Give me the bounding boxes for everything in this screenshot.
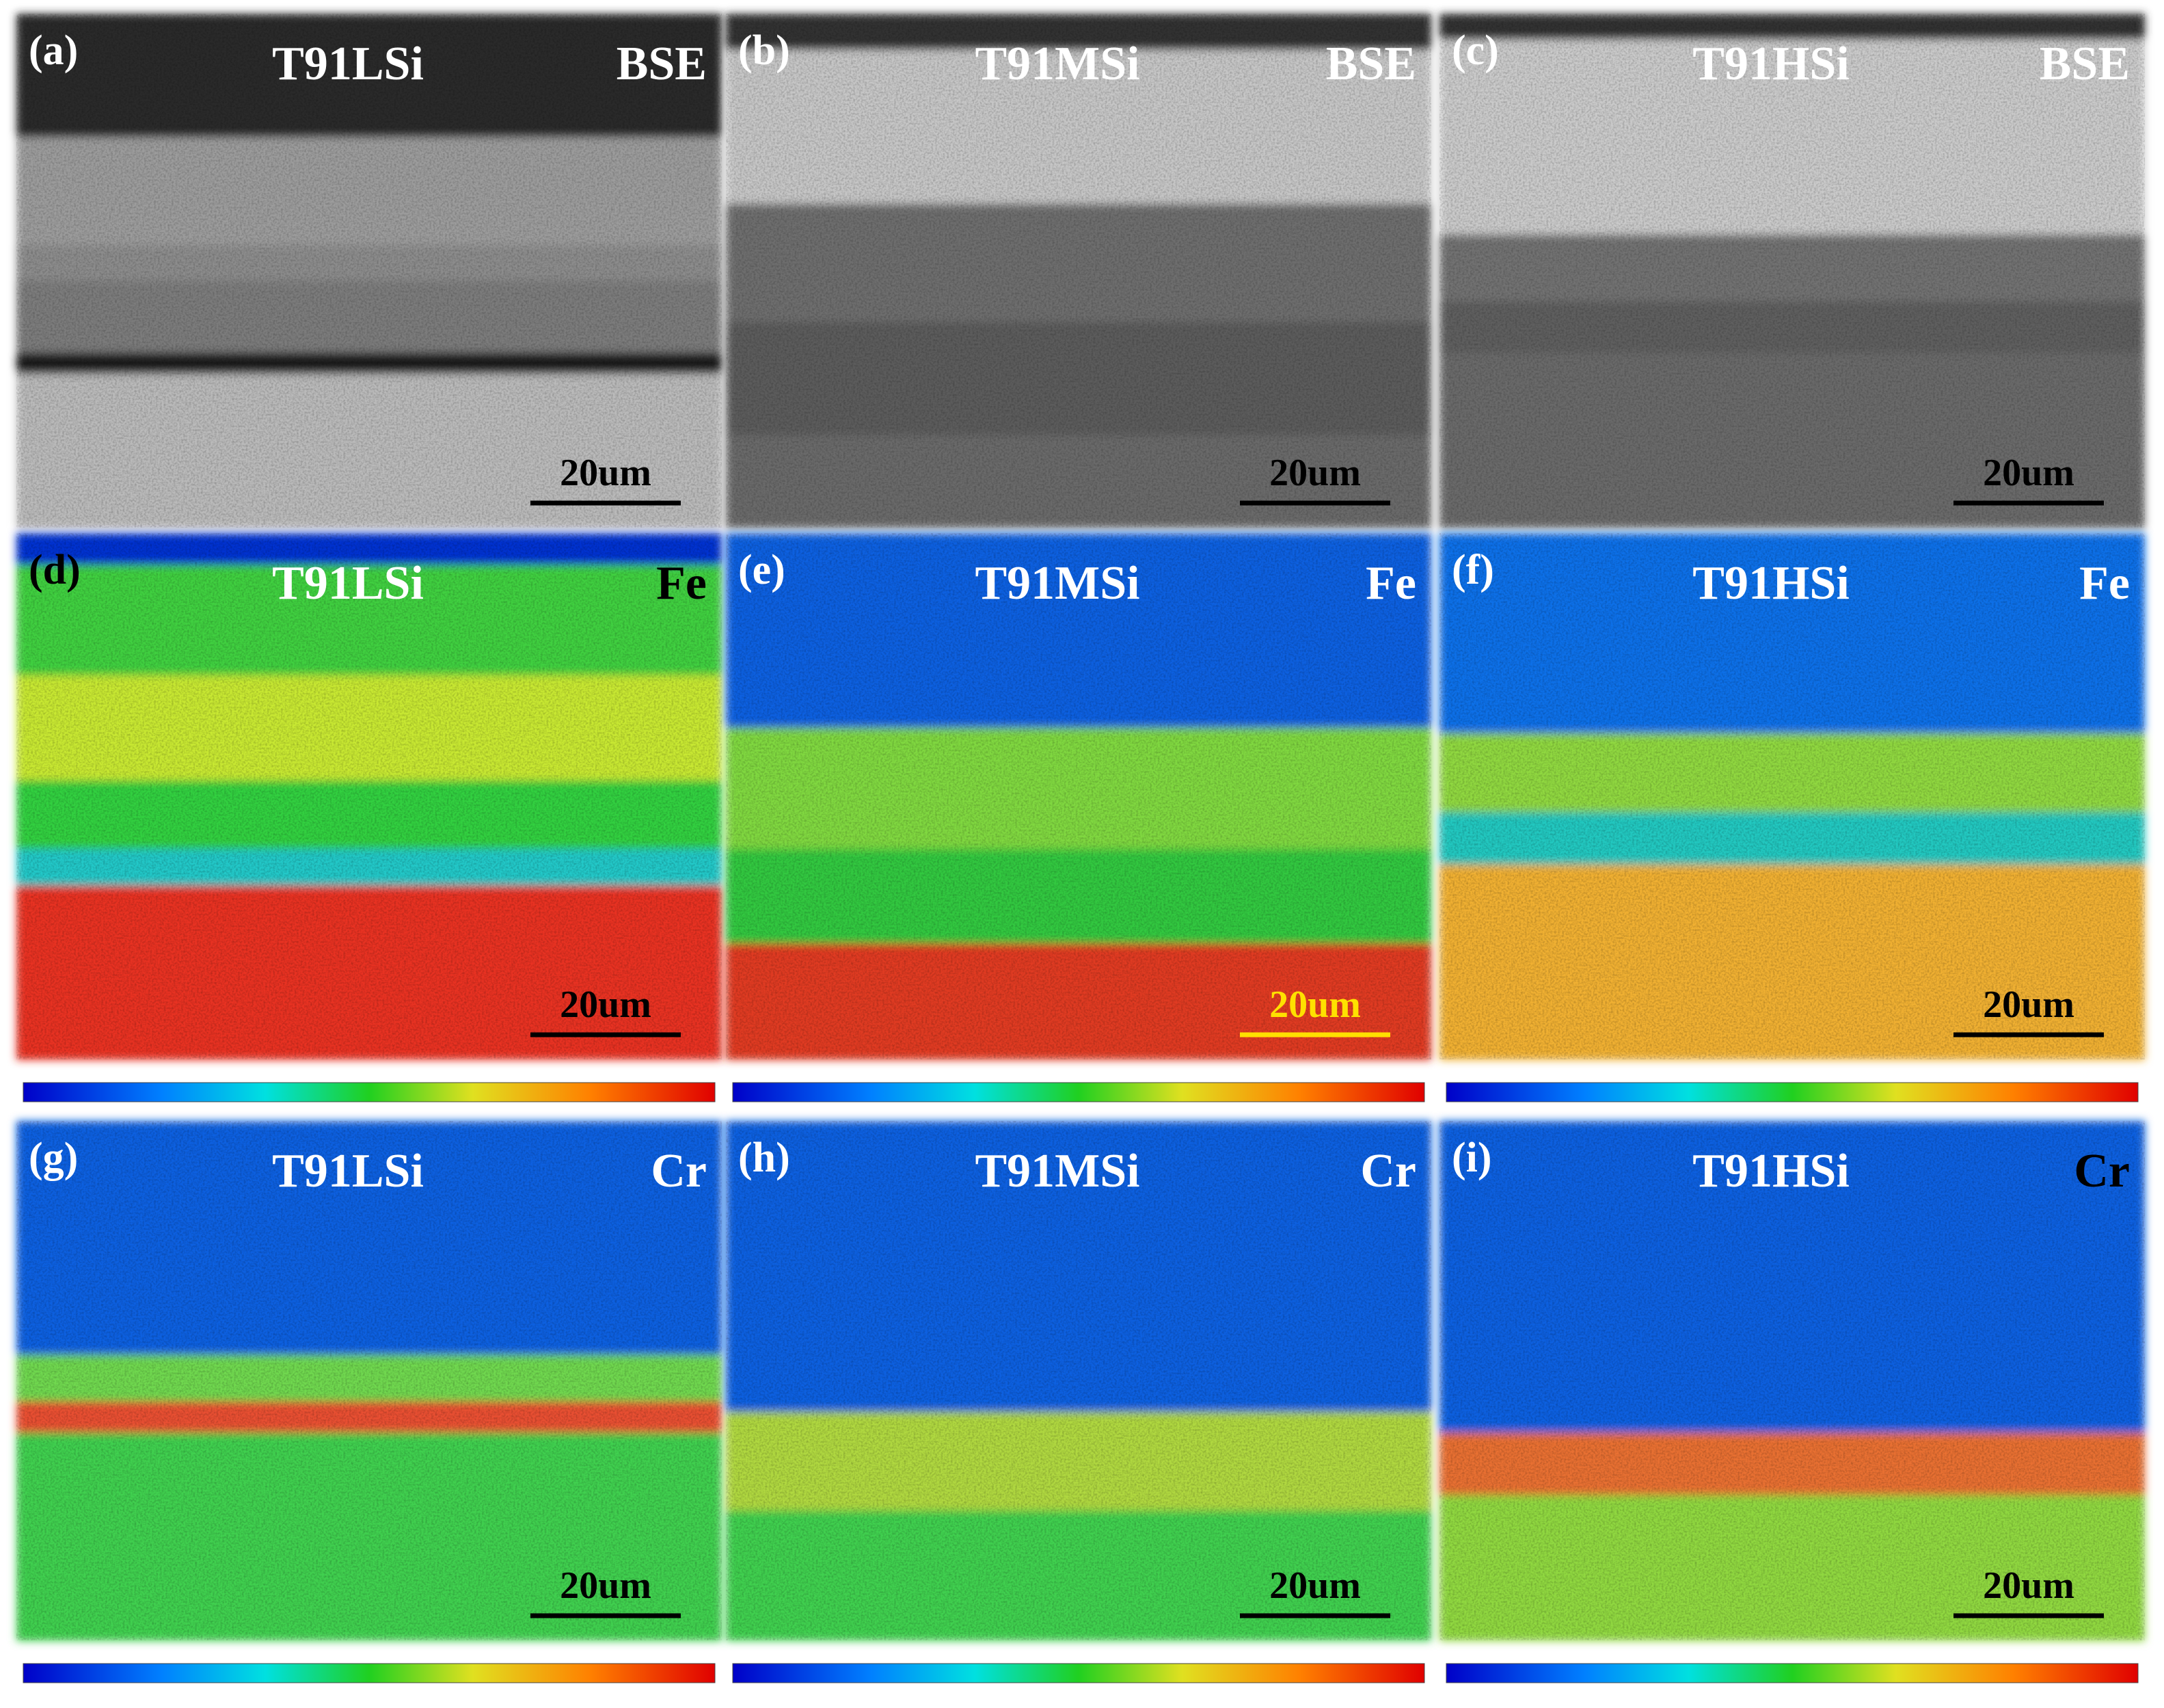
sample-name: T91LSi [272,38,424,90]
texture [1439,14,2145,528]
texture [16,533,722,1059]
signal-name: Cr [2074,1145,2130,1197]
scale-bar-label: 20um [1983,984,2074,1026]
sample-name: T91LSi [272,1145,424,1197]
scale-bar-label: 20um [560,984,651,1026]
signal-name: BSE [617,38,707,90]
texture [726,14,1431,528]
signal-name: Fe [2079,557,2130,610]
texture [726,533,1431,1059]
panel: (g) T91LSi Cr 20um [16,1121,722,1683]
panel: (i) T91HSi Cr 20um [1439,1121,2145,1683]
panel-label: (i) [1452,1135,1492,1181]
panel: (a) T91LSi BSE 20um [16,14,722,528]
panel: (f) T91HSi Fe 20um [1439,533,2145,1102]
panel-label: (g) [29,1135,78,1181]
sample-name: T91HSi [1692,557,1850,610]
panel-label: (b) [738,27,790,74]
panel-label: (f) [1452,547,1494,593]
texture [16,14,722,528]
panel: (c) T91HSi BSE 20um [1439,14,2145,528]
sample-name: T91LSi [272,557,424,610]
panel: (d) T91LSi Fe 20um [16,533,722,1102]
color-bar [732,1082,1425,1102]
texture [16,1121,722,1640]
signal-name: Cr [651,1145,707,1197]
signal-name: Cr [1360,1145,1416,1197]
panel-label: (d) [29,547,81,593]
panel-label: (a) [29,27,78,74]
sample-name: T91MSi [975,38,1139,90]
panel: (h) T91MSi Cr 20um [726,1121,1431,1683]
sample-name: T91HSi [1692,1145,1850,1197]
color-bar [732,1663,1425,1683]
panel-label: (h) [738,1135,790,1181]
scale-bar-label: 20um [560,1564,651,1607]
panel-label: (c) [1452,27,1499,74]
scale-bar-label: 20um [1269,452,1361,494]
texture [726,1121,1431,1640]
color-bar [23,1663,716,1683]
color-bar [1446,1082,2139,1102]
scale-bar-label: 20um [1983,1564,2074,1607]
scale-bar-label: 20um [1269,1564,1361,1607]
color-bar [23,1082,716,1102]
signal-name: BSE [1326,38,1416,90]
signal-name: Fe [1366,557,1416,610]
panel: (e) T91MSi Fe 20um [726,533,1431,1102]
scale-bar-label: 20um [1269,984,1361,1026]
texture [1439,1121,2145,1640]
panel-label: (e) [738,547,785,593]
signal-name: Fe [656,557,707,610]
sample-name: T91MSi [975,1145,1139,1197]
sample-name: T91HSi [1692,38,1850,90]
panel: (b) T91MSi BSE 20um [726,14,1431,528]
scale-bar-label: 20um [1983,452,2074,494]
sample-name: T91MSi [975,557,1139,610]
scale-bar-label: 20um [560,452,651,494]
texture [1439,533,2145,1059]
signal-name: BSE [2040,38,2130,90]
color-bar [1446,1663,2139,1683]
